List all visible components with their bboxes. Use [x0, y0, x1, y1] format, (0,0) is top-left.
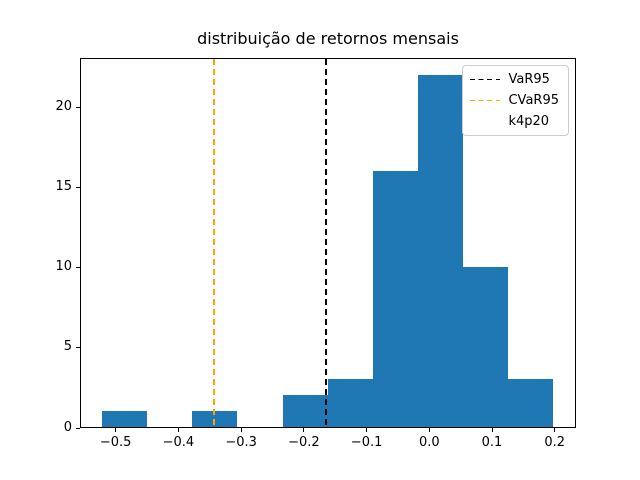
histogram-bar [508, 378, 554, 427]
x-tick [366, 428, 368, 432]
x-tick [554, 428, 556, 432]
y-tick-label: 10 [55, 259, 72, 275]
legend-item-var95: VaR95 [470, 69, 559, 90]
x-tick [491, 428, 493, 432]
histogram-bar [372, 170, 418, 427]
y-tick-label: 5 [63, 339, 72, 355]
x-tick-label: −0.4 [162, 435, 195, 450]
x-tick-label: −0.2 [288, 435, 320, 450]
legend: VaR95 CVaR95 k4p20 [462, 65, 569, 136]
x-tick-label: −0.3 [225, 435, 257, 450]
legend-label: k4p20 [508, 114, 550, 129]
x-tick [177, 428, 179, 432]
x-tick [115, 428, 117, 432]
x-tick-label: 0.0 [418, 435, 440, 450]
legend-empty-handle [470, 121, 500, 123]
x-tick-label: 0.1 [481, 435, 503, 450]
histogram-bar [327, 378, 373, 427]
chart-title: distribuição de retornos mensais [197, 29, 459, 48]
var95-line [325, 59, 327, 427]
histogram-bar [418, 74, 464, 427]
y-tick-label: 20 [55, 99, 72, 115]
x-tick [303, 428, 305, 432]
histogram-bars [81, 59, 575, 427]
y-tick [76, 187, 80, 189]
x-tick-label: 0.2 [544, 435, 566, 450]
histogram-bar [463, 266, 509, 427]
legend-dashed-line-handle [470, 99, 501, 102]
legend-item-cvar95: CVaR95 [470, 90, 559, 111]
histogram-bar [282, 395, 328, 427]
legend-dashed-line-handle [470, 78, 501, 81]
y-tick [76, 427, 80, 429]
y-tick [76, 107, 80, 109]
plot-area: VaR95 CVaR95 k4p20 [80, 58, 576, 428]
y-tick-label: 0 [63, 419, 72, 435]
y-tick-label: 15 [55, 179, 72, 195]
cvar95-line [213, 59, 215, 427]
legend-item-k4p20: k4p20 [470, 111, 559, 132]
vlines-layer [81, 59, 575, 427]
x-tick [428, 428, 430, 432]
y-tick [76, 347, 80, 349]
histogram-bar [192, 411, 238, 427]
histogram-bar [101, 411, 147, 427]
legend-label: VaR95 [508, 72, 550, 87]
x-tick [240, 428, 242, 432]
x-tick-label: −0.1 [350, 435, 383, 450]
y-tick [76, 267, 80, 269]
legend-label: CVaR95 [508, 93, 559, 108]
x-tick-label: −0.5 [99, 435, 132, 450]
